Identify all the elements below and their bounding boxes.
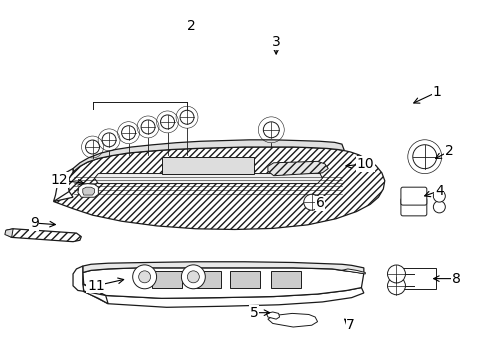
Polygon shape [162,157,254,174]
Polygon shape [78,184,98,197]
Polygon shape [73,140,344,172]
Circle shape [432,201,445,213]
Circle shape [160,115,174,129]
Polygon shape [54,147,384,229]
Circle shape [386,265,405,283]
Polygon shape [82,268,363,298]
Polygon shape [82,284,363,307]
Polygon shape [190,271,221,288]
Text: 9: 9 [30,216,39,230]
Text: 10: 10 [356,157,373,171]
Circle shape [85,140,99,154]
Polygon shape [6,229,81,242]
Circle shape [263,122,279,138]
Text: 12: 12 [50,173,68,187]
Circle shape [187,271,199,283]
Polygon shape [94,174,322,184]
Polygon shape [341,269,365,274]
Circle shape [132,265,156,289]
Polygon shape [73,266,108,304]
Text: 5: 5 [249,306,258,320]
Circle shape [180,110,194,124]
Polygon shape [5,229,13,237]
Circle shape [122,126,135,140]
Circle shape [303,194,319,210]
Polygon shape [82,262,363,273]
Circle shape [139,271,150,283]
Text: 8: 8 [451,271,460,285]
Polygon shape [54,168,73,202]
Text: 6: 6 [315,196,324,210]
Polygon shape [152,271,182,288]
Text: 3: 3 [271,35,280,49]
Text: 11: 11 [87,279,104,293]
Polygon shape [267,314,317,327]
Polygon shape [229,271,260,288]
Text: 4: 4 [434,184,443,198]
Polygon shape [266,312,279,319]
Polygon shape [82,187,94,195]
Circle shape [412,145,436,168]
Text: 2: 2 [186,19,195,33]
Circle shape [181,265,205,289]
Circle shape [102,133,116,147]
Bar [389,268,435,289]
Polygon shape [267,161,327,176]
FancyBboxPatch shape [400,198,426,216]
Circle shape [141,120,155,134]
Polygon shape [271,271,301,288]
Text: 1: 1 [431,85,441,99]
FancyBboxPatch shape [400,187,426,205]
Text: 7: 7 [346,318,354,332]
Text: 2: 2 [444,144,452,158]
Circle shape [386,277,405,295]
Circle shape [432,190,445,202]
